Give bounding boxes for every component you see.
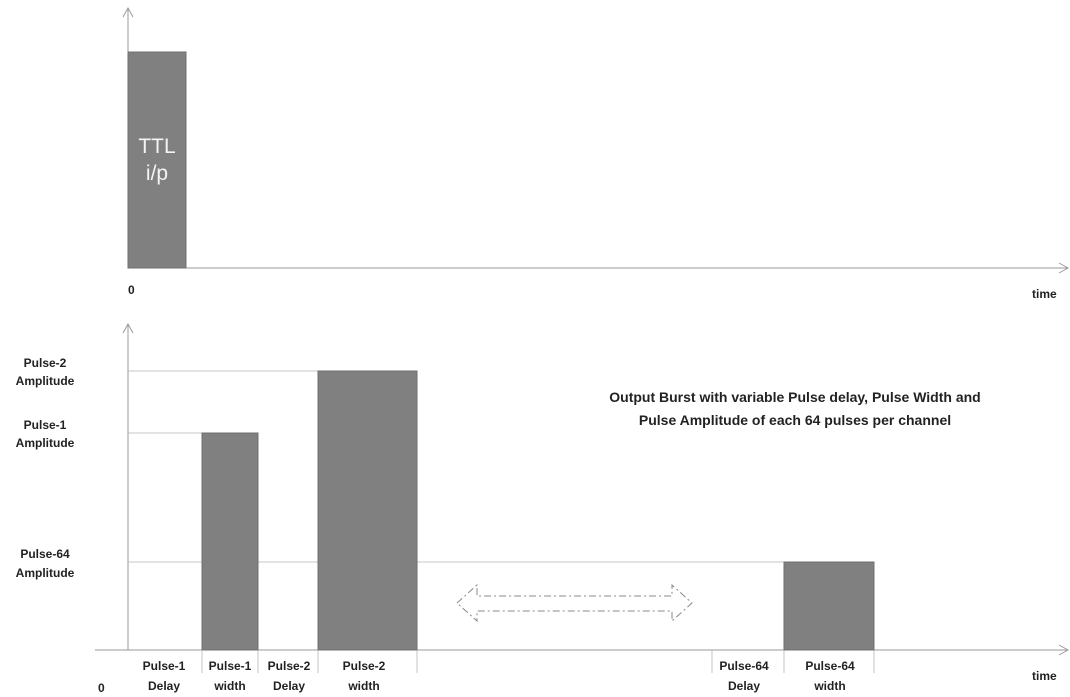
pulse-1-delay-label-line1: Pulse-1 <box>143 659 186 673</box>
bottom-origin-label: 0 <box>98 681 105 695</box>
pulse-64-amplitude-label-line2: Amplitude <box>16 566 75 580</box>
pulse-1-width-label-line2: width <box>213 679 245 693</box>
pulse-2-delay-label-line2: Delay <box>273 679 305 693</box>
pulse-64-bar <box>783 561 875 651</box>
pulse-2-amplitude-label-line1: Pulse-2 <box>24 356 67 370</box>
ttl-input-pulse <box>127 51 187 269</box>
pulse-1-delay-label-line2: Delay <box>148 679 180 693</box>
top-panel: TTL i/p 0 time <box>122 6 1070 301</box>
pulse-2-width-label-line1: Pulse-2 <box>343 659 386 673</box>
ttl-pulse-label-line1: TTL <box>138 135 175 158</box>
bottom-time-label: time <box>1032 669 1057 683</box>
pulse-2-bar <box>317 370 418 651</box>
pulse-64-amplitude-label-line1: Pulse-64 <box>20 547 70 561</box>
top-x-axis-arrowhead <box>1058 262 1070 274</box>
pulse-1-amplitude-label-line2: Amplitude <box>16 436 75 450</box>
burst-description-line2: Pulse Amplitude of each 64 pulses per ch… <box>639 412 951 428</box>
top-y-axis-arrowhead <box>122 6 134 18</box>
pulse-64-delay-label-line2: Delay <box>728 679 760 693</box>
top-time-label: time <box>1032 287 1057 301</box>
ttl-pulse-label-line2: i/p <box>146 162 168 185</box>
top-origin-label: 0 <box>128 283 135 297</box>
pulse-1-amplitude-label-line1: Pulse-1 <box>24 418 67 432</box>
bottom-x-axis-arrowhead <box>1058 644 1070 656</box>
pulse-64-width-label-line2: width <box>813 679 845 693</box>
pulse-2-delay-label-line1: Pulse-2 <box>268 659 311 673</box>
pulse-64-delay-label-line1: Pulse-64 <box>719 659 769 673</box>
bottom-y-axis-arrowhead <box>122 322 134 334</box>
burst-description-line1: Output Burst with variable Pulse delay, … <box>609 389 980 405</box>
pulse-64-width-label-line1: Pulse-64 <box>805 659 855 673</box>
pulse-2-amplitude-label-line2: Amplitude <box>16 374 75 388</box>
pulse-1-width-label-line1: Pulse-1 <box>209 659 252 673</box>
bottom-panel: Pulse-2 Amplitude Pulse-1 Amplitude Puls… <box>16 322 1070 695</box>
continuation-double-arrow-icon <box>456 583 693 623</box>
pulse-2-width-label-line2: width <box>347 679 379 693</box>
pulse-1-bar <box>201 432 259 651</box>
